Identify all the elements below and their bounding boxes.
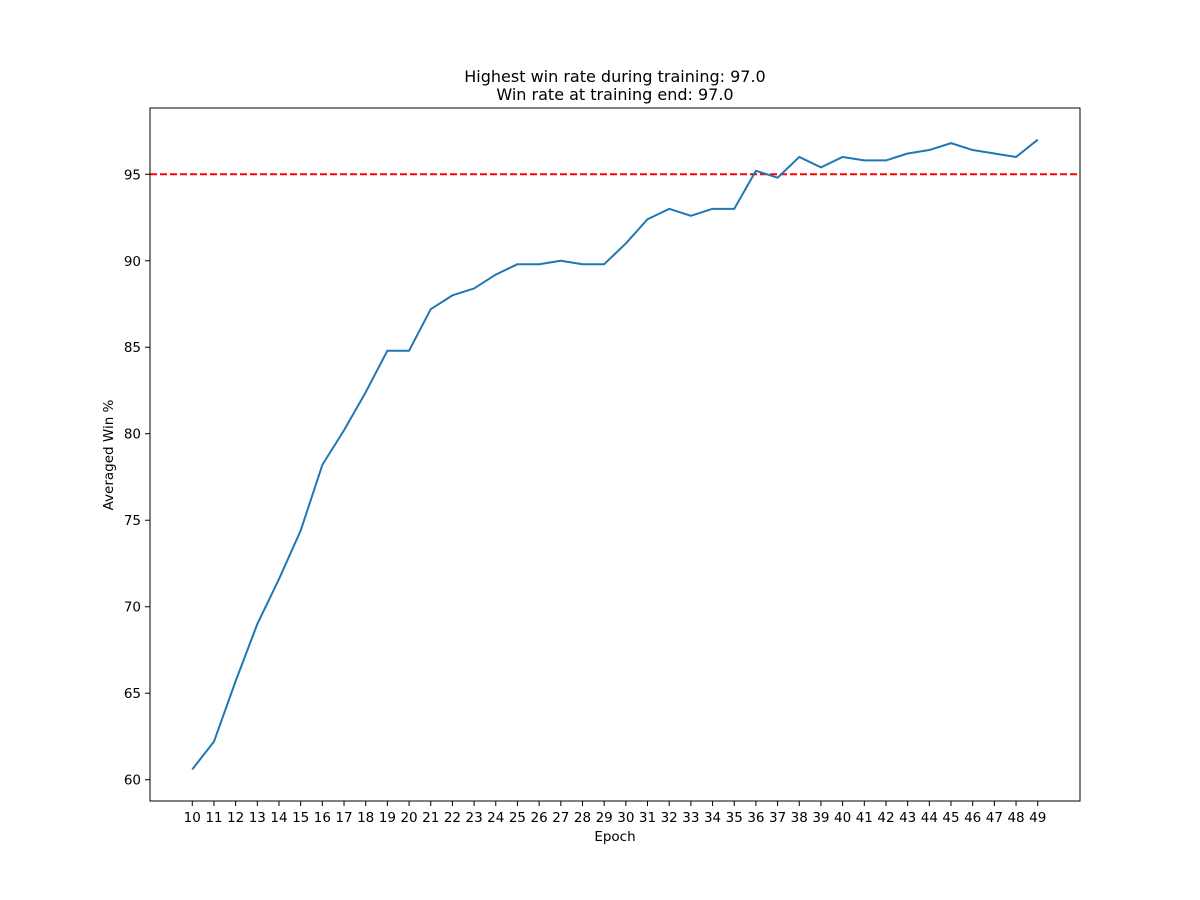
x-tick-label: 24 xyxy=(487,810,504,826)
y-tick-label: 75 xyxy=(124,513,141,529)
chart-title-line-2: Win rate at training end: 97.0 xyxy=(496,85,733,104)
x-tick-label: 49 xyxy=(1029,810,1046,826)
data-point xyxy=(755,170,757,172)
data-point xyxy=(842,156,844,158)
data-point xyxy=(581,263,583,265)
data-point xyxy=(473,287,475,289)
y-tick-label: 80 xyxy=(124,427,141,443)
x-tick-label: 48 xyxy=(1007,810,1024,826)
x-tick-label: 47 xyxy=(986,810,1003,826)
data-point xyxy=(213,741,215,743)
data-point xyxy=(430,308,432,310)
data-point xyxy=(451,294,453,296)
y-tick-label: 90 xyxy=(124,254,141,270)
plot-area xyxy=(150,138,1080,770)
x-tick-label: 37 xyxy=(769,810,786,826)
x-tick-label: 20 xyxy=(400,810,417,826)
x-tick-label: 42 xyxy=(877,810,894,826)
data-point xyxy=(647,218,649,220)
x-tick-label: 31 xyxy=(639,810,656,826)
x-tick-label: 36 xyxy=(747,810,764,826)
data-point xyxy=(993,153,995,155)
data-point xyxy=(907,153,909,155)
data-point xyxy=(495,274,497,276)
x-tick-label: 32 xyxy=(661,810,678,826)
data-point xyxy=(972,149,974,151)
data-point xyxy=(321,464,323,466)
data-point xyxy=(300,530,302,532)
x-tick-label: 21 xyxy=(422,810,439,826)
x-axis-ticks: 10 11 12 13 14 15 16 17 18 19 20 21 22 23 24 25 26 27 28 29… xyxy=(184,801,1046,826)
data-point xyxy=(560,260,562,262)
x-tick-label: 33 xyxy=(682,810,699,826)
data-point xyxy=(777,177,779,179)
x-tick-label: 19 xyxy=(379,810,396,826)
data-point xyxy=(820,166,822,168)
x-tick-label: 15 xyxy=(292,810,309,826)
y-tick-label: 85 xyxy=(124,340,141,356)
x-tick-label: 16 xyxy=(314,810,331,826)
data-point xyxy=(343,429,345,431)
data-point xyxy=(365,391,367,393)
x-tick-label: 41 xyxy=(856,810,873,826)
x-tick-label: 12 xyxy=(227,810,244,826)
data-point xyxy=(256,623,258,625)
x-tick-label: 30 xyxy=(617,810,634,826)
x-tick-label: 27 xyxy=(552,810,569,826)
x-tick-label: 11 xyxy=(205,810,222,826)
x-tick-label: 46 xyxy=(964,810,981,826)
x-tick-label: 18 xyxy=(357,810,374,826)
data-point xyxy=(690,215,692,217)
x-tick-label: 13 xyxy=(249,810,266,826)
data-point xyxy=(1037,139,1039,141)
data-point xyxy=(863,159,865,161)
x-tick-label: 34 xyxy=(704,810,721,826)
data-point xyxy=(278,578,280,580)
x-tick-label: 43 xyxy=(899,810,916,826)
y-axis-label: Averaged Win % xyxy=(101,399,117,510)
data-point xyxy=(516,263,518,265)
y-tick-label: 70 xyxy=(124,600,141,616)
x-tick-label: 23 xyxy=(465,810,482,826)
data-point xyxy=(950,142,952,144)
x-tick-label: 44 xyxy=(921,810,938,826)
data-point xyxy=(538,263,540,265)
data-point xyxy=(885,159,887,161)
x-axis-label: Epoch xyxy=(594,829,635,845)
y-tick-label: 95 xyxy=(124,167,141,183)
data-point xyxy=(625,242,627,244)
x-tick-label: 39 xyxy=(812,810,829,826)
x-tick-label: 28 xyxy=(574,810,591,826)
data-point xyxy=(668,208,670,210)
data-point xyxy=(712,208,714,210)
data-point xyxy=(235,680,237,682)
series-line-0 xyxy=(191,138,1039,770)
chart-title-line-1: Highest win rate during training: 97.0 xyxy=(464,67,765,86)
plot-frame xyxy=(149,107,1081,802)
y-tick-label: 60 xyxy=(124,773,141,789)
x-tick-label: 38 xyxy=(791,810,808,826)
x-tick-label: 40 xyxy=(834,810,851,826)
x-tick-label: 29 xyxy=(596,810,613,826)
data-point xyxy=(733,208,735,210)
x-tick-label: 25 xyxy=(509,810,526,826)
data-point xyxy=(386,350,388,352)
y-axis-ticks: 60 65 70 75 80 85 90 95 xyxy=(124,167,150,789)
x-tick-label: 22 xyxy=(444,810,461,826)
x-tick-label: 45 xyxy=(942,810,959,826)
data-point xyxy=(1015,156,1017,158)
x-tick-label: 17 xyxy=(335,810,352,826)
x-tick-label: 14 xyxy=(270,810,287,826)
data-point xyxy=(798,156,800,158)
data-point xyxy=(191,768,193,770)
data-point xyxy=(928,149,930,151)
data-point xyxy=(408,350,410,352)
x-tick-label: 10 xyxy=(184,810,201,826)
y-tick-label: 65 xyxy=(124,686,141,702)
x-tick-label: 35 xyxy=(726,810,743,826)
x-tick-label: 26 xyxy=(531,810,548,826)
data-point xyxy=(603,263,605,265)
